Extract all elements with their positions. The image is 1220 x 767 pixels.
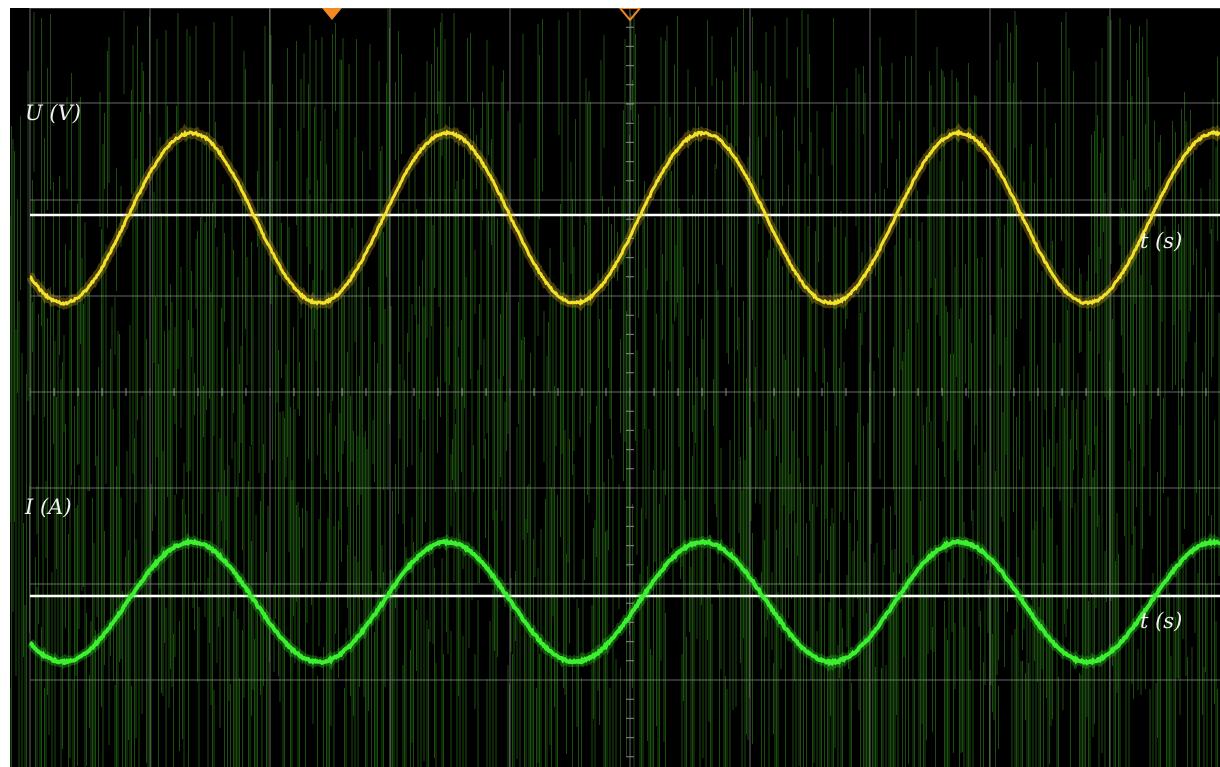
u-axis-label: U (V) <box>25 101 81 125</box>
graticule-grid <box>29 8 1220 767</box>
noise-streaks <box>10 9 1220 767</box>
i-axis-label: I (A) <box>24 495 72 519</box>
oscilloscope-display: U (V) t (s) I (A) t (s) <box>10 8 1220 767</box>
grid-lines <box>29 8 1220 767</box>
oscilloscope-plot: U (V) t (s) I (A) t (s) <box>10 8 1220 767</box>
graticule-ticks <box>29 8 1207 758</box>
u-voltage-trace <box>29 128 1220 307</box>
trigger-marker <box>322 8 342 20</box>
i-current-trace <box>28 537 1220 667</box>
time-reference-marker <box>618 8 642 22</box>
noise-layer <box>10 9 1220 767</box>
i-time-label: t (s) <box>1140 609 1182 633</box>
center-ticks <box>29 8 1207 758</box>
u-time-label: t (s) <box>1140 229 1182 253</box>
